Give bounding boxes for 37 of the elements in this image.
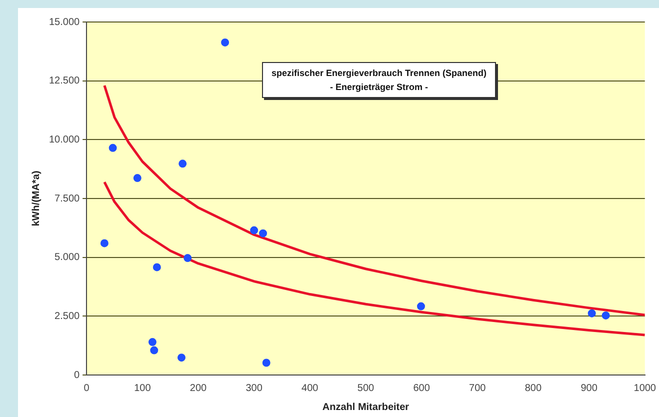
y-tick-label: 5.000: [54, 252, 80, 264]
point: [178, 160, 187, 168]
y-tick-label: 0: [74, 370, 80, 381]
x-tick-label: 800: [524, 382, 542, 394]
y-tick-label: 15.000: [48, 16, 80, 28]
point: [417, 302, 426, 310]
x-tick-label: 900: [580, 382, 598, 394]
x-tick-label: 1000: [634, 382, 656, 394]
point: [221, 38, 230, 46]
point: [100, 239, 108, 248]
point: [133, 174, 142, 182]
point: [602, 311, 610, 320]
x-tick-label: 600: [413, 382, 430, 394]
y-tick-label: 10.000: [48, 134, 80, 146]
y-tick-label: 12.500: [48, 76, 80, 87]
x-tick-label: 200: [190, 382, 208, 394]
point: [250, 226, 258, 234]
y-tick-label: 2.500: [54, 310, 80, 322]
point: [177, 354, 186, 362]
x-tick-label: 300: [246, 382, 263, 394]
point: [152, 263, 161, 272]
text-box: spezifischer Energieverbrauch Trennen (Spanend) - Energieträger Strom -: [262, 62, 496, 98]
x-axis-title: Anzahl Mitarbeiter: [322, 402, 410, 413]
x-tick-label: 0: [84, 382, 90, 394]
point: [108, 144, 117, 152]
point: [588, 309, 596, 318]
x-tick-label: 500: [357, 382, 375, 394]
point: [262, 358, 270, 367]
point: [148, 338, 156, 346]
x-tick-label: 400: [302, 382, 319, 394]
point: [184, 254, 192, 262]
point: [259, 229, 268, 238]
y-tick-label: 7.500: [54, 193, 80, 204]
point: [150, 346, 158, 354]
y-axis-title: kWh/(MA*a): [30, 170, 42, 226]
x-tick-label: 700: [469, 382, 486, 394]
x-tick-label: 100: [134, 382, 152, 394]
